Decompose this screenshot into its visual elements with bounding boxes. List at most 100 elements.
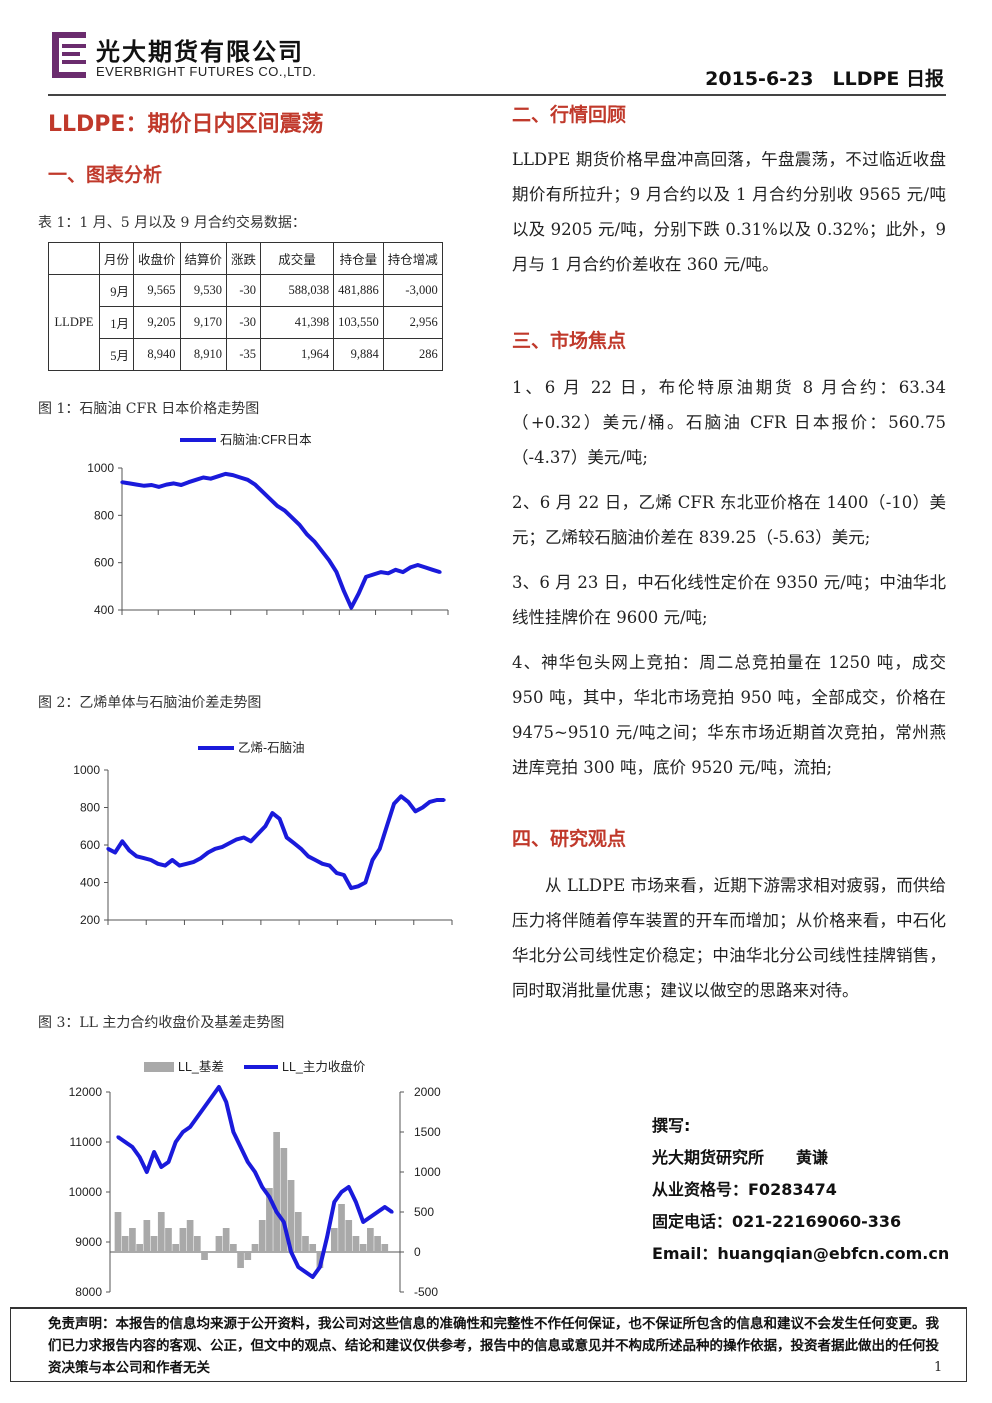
basis-bar bbox=[114, 1212, 122, 1252]
price-point bbox=[130, 1145, 135, 1149]
table-cell: 481,886 bbox=[333, 274, 384, 307]
y-tick-label: 600 bbox=[94, 556, 114, 570]
basis-bar bbox=[222, 1228, 230, 1252]
basis-bar bbox=[157, 1212, 165, 1252]
data-point bbox=[290, 516, 294, 520]
table-cell: -3,000 bbox=[382, 274, 443, 307]
header-divider bbox=[48, 94, 946, 96]
market-focus-list: 1、6 月 22 日，布伦特原油期货 8 月合约：63.34（+0.32）美元/… bbox=[512, 370, 946, 785]
table-header-cell: 涨跌 bbox=[226, 242, 262, 275]
data-point bbox=[113, 850, 117, 855]
section-research-view: 四、研究观点 bbox=[512, 828, 627, 850]
data-point bbox=[223, 472, 228, 476]
data-point bbox=[386, 571, 390, 575]
product-cell: LLDPE bbox=[48, 274, 100, 371]
table-row: LLDPE 9月 9,565 9,530 -30 588,038 481,886… bbox=[48, 274, 443, 371]
data-point bbox=[334, 570, 339, 574]
basis-bar bbox=[302, 1236, 309, 1252]
data-point bbox=[327, 558, 331, 562]
basis-bar bbox=[150, 1236, 158, 1252]
data-point bbox=[142, 484, 146, 488]
price-point bbox=[296, 1265, 300, 1269]
data-point bbox=[431, 568, 435, 572]
y2-tick-label: 0 bbox=[414, 1245, 421, 1259]
basis-bar bbox=[136, 1244, 143, 1252]
y-tick-label: 1000 bbox=[87, 461, 114, 475]
data-point bbox=[277, 817, 282, 821]
basis-bar bbox=[266, 1188, 273, 1252]
y-tick-label: 11000 bbox=[70, 1135, 103, 1149]
price-point bbox=[159, 1165, 163, 1169]
data-point bbox=[199, 856, 203, 860]
price-point bbox=[347, 1185, 351, 1189]
price-point bbox=[195, 1115, 199, 1119]
data-point bbox=[299, 847, 303, 851]
price-point bbox=[375, 1210, 380, 1214]
legend-swatch-basis bbox=[144, 1062, 174, 1072]
y-tick-label: 800 bbox=[80, 801, 100, 815]
basis-bar bbox=[121, 1236, 129, 1252]
section-chart-analysis: 一、图表分析 bbox=[48, 164, 163, 186]
table-cell: 8,940 bbox=[133, 338, 181, 371]
data-point bbox=[270, 811, 275, 815]
data-point bbox=[206, 850, 210, 855]
basis-bar bbox=[129, 1228, 136, 1252]
table1-caption: 表 1：1 月、5 月以及 9 月合约交易数据： bbox=[38, 215, 306, 231]
y-tick-label: 1000 bbox=[73, 763, 100, 777]
data-point bbox=[238, 475, 242, 480]
basis-bar bbox=[258, 1220, 266, 1252]
ethylene-naphtha-spread-chart: 200 400 600 800 1000 乙烯-石脑油 bbox=[73, 741, 453, 927]
basis-bar bbox=[374, 1236, 381, 1252]
price-point bbox=[246, 1160, 250, 1164]
basis-bar bbox=[230, 1244, 237, 1252]
data-point bbox=[256, 832, 260, 836]
table-header-cell: 持仓增减 bbox=[382, 242, 443, 275]
data-point bbox=[192, 860, 196, 864]
author-org-name: 光大期货研究所 黄谦 bbox=[652, 1148, 829, 1167]
y2-tick-label: 1000 bbox=[414, 1165, 441, 1179]
price-point bbox=[339, 1190, 344, 1194]
focus-item: 4、神华包头网上竞拍：周二总竞拍量在 1250 吨，成交 950 吨，其中，华北… bbox=[512, 653, 946, 777]
data-point bbox=[177, 864, 182, 868]
data-point bbox=[399, 794, 403, 798]
focus-item: 1、6 月 22 日，布伦特原油期货 8 月合约：63.34（+0.32）美元/… bbox=[512, 378, 946, 467]
data-point bbox=[263, 824, 267, 828]
basis-bar bbox=[172, 1244, 180, 1252]
price-point bbox=[325, 1235, 329, 1239]
price-point bbox=[238, 1145, 243, 1149]
report-date-title: 2015-6-23 LLDPE 日报 bbox=[705, 68, 944, 90]
y-tick-label: 400 bbox=[94, 603, 114, 617]
market-review-text: LLDPE 期货价格早盘冲高回落，午盘震荡，不过临近收盘期价有所拉升；9 月合约… bbox=[512, 142, 946, 282]
price-point bbox=[152, 1150, 156, 1154]
data-point bbox=[179, 483, 183, 487]
price-point bbox=[231, 1130, 235, 1134]
table-cell: 103,550 bbox=[333, 306, 384, 339]
y-tick-label: 800 bbox=[94, 508, 114, 522]
basis-bar bbox=[201, 1252, 208, 1260]
table-cell: 9,565 bbox=[133, 274, 181, 307]
price-point bbox=[188, 1125, 192, 1129]
data-point bbox=[363, 880, 367, 885]
price-point bbox=[289, 1250, 293, 1254]
basis-bar bbox=[352, 1236, 360, 1252]
table-cell: 1,964 bbox=[260, 338, 335, 371]
table-cell: 9,530 bbox=[179, 274, 228, 307]
data-point bbox=[227, 841, 232, 845]
basis-bar bbox=[237, 1252, 244, 1268]
legend-label-price: LL_主力收盘价 bbox=[282, 1059, 366, 1074]
table-header-row: 月份 收盘价 结算价 涨跌 成交量 持仓量 持仓增减 bbox=[48, 242, 443, 275]
table-cell: -30 bbox=[226, 306, 262, 339]
author-phone: 固定电话：021-22169060-336 bbox=[652, 1212, 902, 1231]
table-row: 5月 8,940 8,910 -35 1,964 9,884 286 bbox=[49, 338, 443, 371]
author-label: 撰写: bbox=[652, 1116, 691, 1135]
data-point bbox=[149, 483, 154, 487]
table-cell: 1月 bbox=[98, 306, 135, 339]
data-point bbox=[335, 871, 339, 875]
data-point bbox=[312, 539, 316, 543]
price-point bbox=[166, 1160, 171, 1164]
basis-bar bbox=[193, 1236, 201, 1252]
y-tick-label: 9000 bbox=[75, 1235, 102, 1249]
basis-bar bbox=[251, 1244, 259, 1252]
y2-tick-label: 2000 bbox=[414, 1085, 441, 1099]
data-point bbox=[401, 570, 405, 574]
